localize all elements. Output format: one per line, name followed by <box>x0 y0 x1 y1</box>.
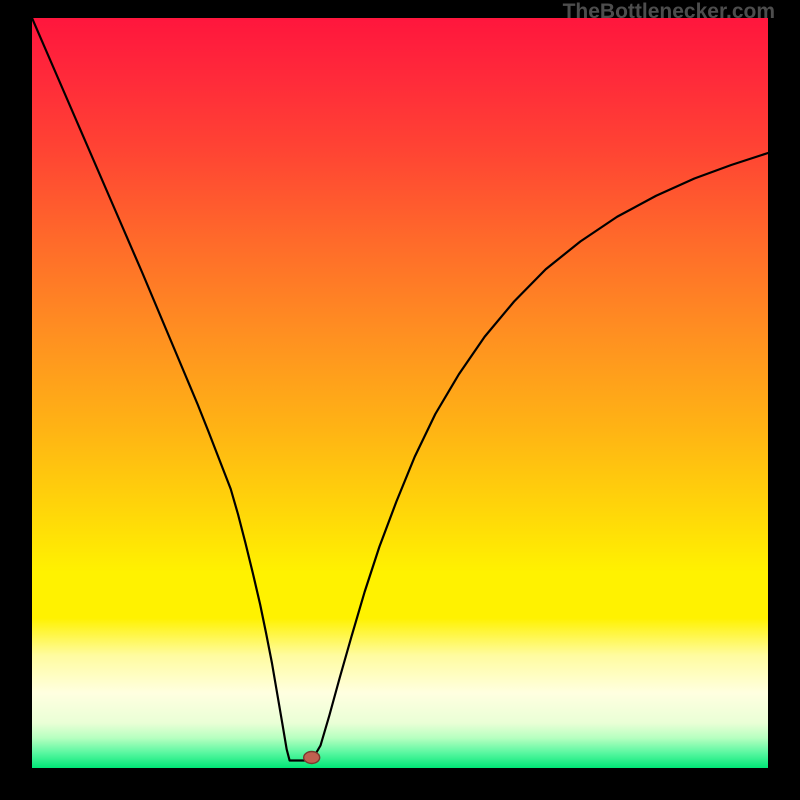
chart-plot-area <box>32 18 768 768</box>
bottleneck-chart <box>32 18 768 768</box>
watermark-text: TheBottlenecker.com <box>563 0 775 24</box>
optimum-marker <box>304 752 320 764</box>
gradient-background <box>32 18 768 768</box>
